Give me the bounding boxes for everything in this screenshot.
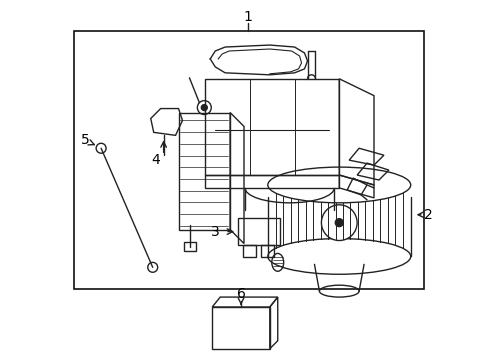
Text: 2: 2 [423, 208, 432, 222]
Circle shape [335, 219, 343, 227]
Text: 5: 5 [81, 133, 89, 147]
Bar [74, 31, 423, 289]
Text: 1: 1 [243, 10, 252, 24]
Circle shape [321, 205, 356, 240]
Text: 4: 4 [151, 153, 160, 167]
Circle shape [201, 105, 207, 111]
Text: 6: 6 [236, 287, 245, 301]
Text: 3: 3 [210, 225, 219, 239]
